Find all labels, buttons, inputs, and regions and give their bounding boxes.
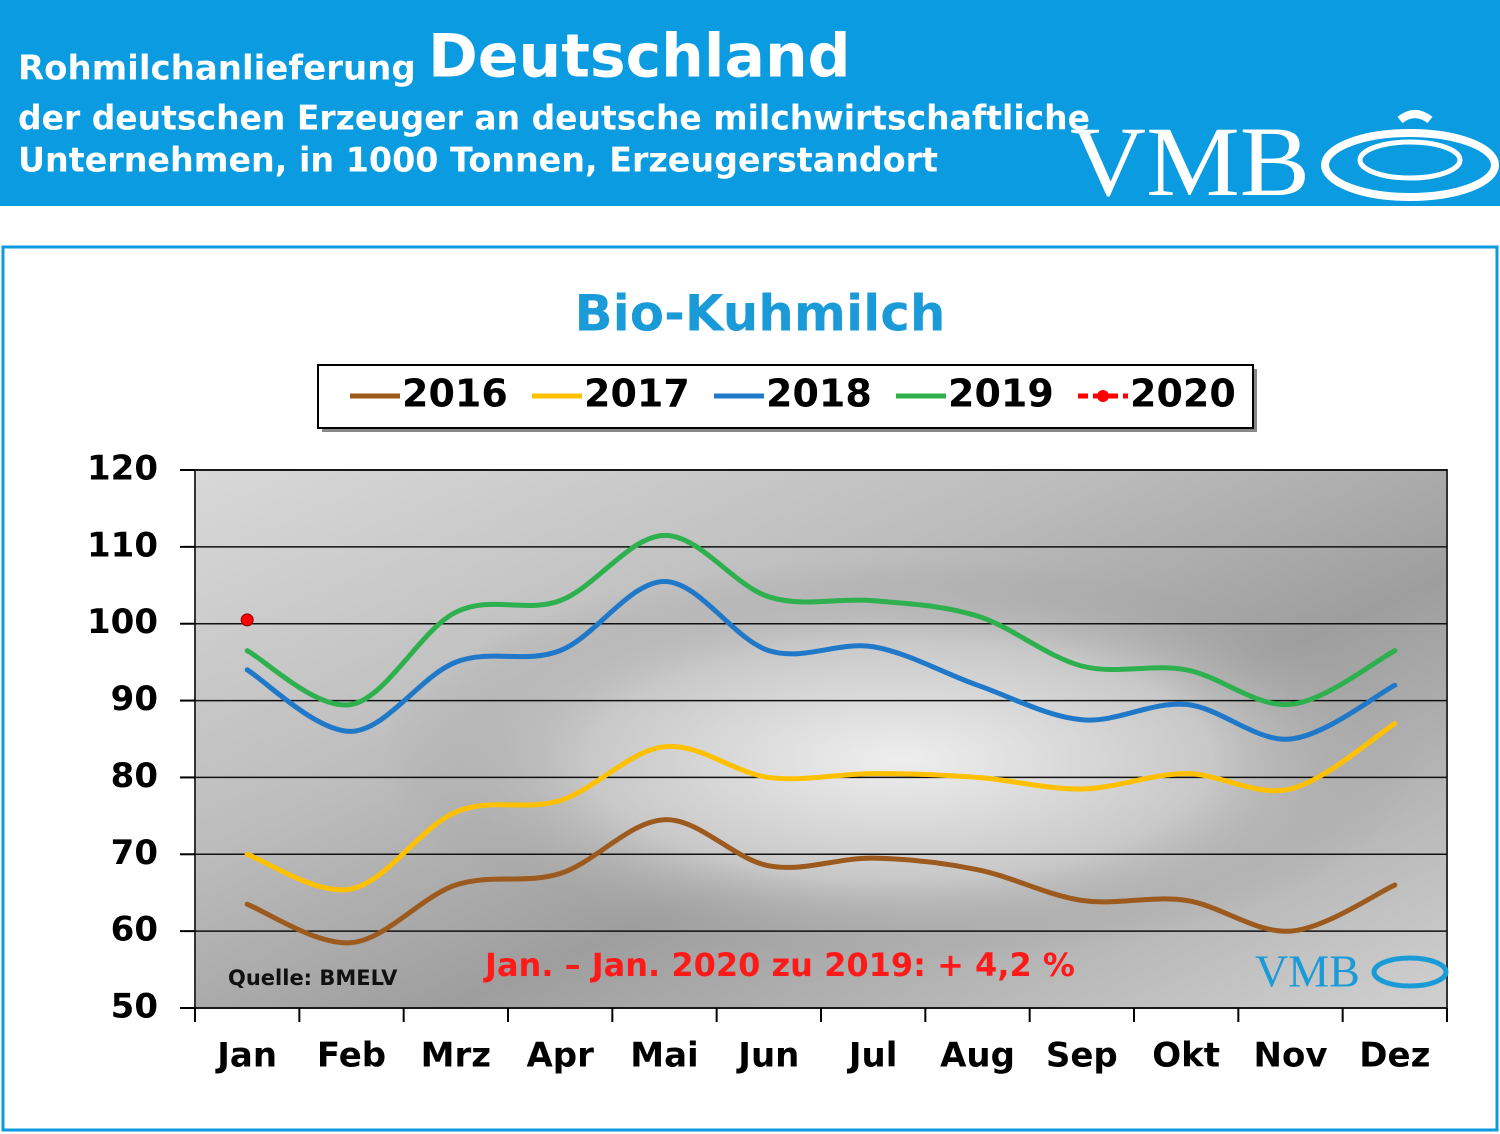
- x-tick-label: Mai: [630, 1036, 698, 1076]
- x-tick-label: Dez: [1359, 1036, 1430, 1076]
- x-tick-label: Mrz: [421, 1036, 491, 1076]
- legend-label: 2017: [584, 372, 690, 416]
- source-note: Quelle: BMELV: [228, 966, 398, 990]
- y-tick-label: 60: [111, 910, 158, 950]
- y-tick-label: 100: [87, 602, 158, 642]
- y-tick-label: 70: [111, 833, 158, 873]
- chart-title: Bio-Kuhmilch: [574, 285, 945, 343]
- x-tick-label: Okt: [1152, 1036, 1220, 1076]
- series-line: [244, 532, 1398, 708]
- plot-logo: VMB: [1255, 946, 1360, 997]
- y-tick-label: 120: [87, 449, 158, 489]
- x-tick-label: Jul: [847, 1036, 898, 1076]
- header-subtitle: Unternehmen, in 1000 Tonnen, Erzeugersta…: [18, 141, 938, 181]
- series-line: [244, 817, 1398, 946]
- header-band: [0, 0, 1500, 206]
- series-line: [244, 578, 1398, 742]
- y-tick-label: 80: [111, 756, 158, 796]
- x-tick-label: Sep: [1046, 1036, 1118, 1076]
- legend-label: 2016: [402, 372, 508, 416]
- y-tick-label: 110: [87, 525, 158, 565]
- x-tick-label: Feb: [317, 1036, 386, 1076]
- annotation: Jan. – Jan. 2020 zu 2019: + 4,2 %: [483, 946, 1075, 984]
- header-subtitle: der deutschen Erzeuger an deutsche milch…: [18, 99, 1090, 139]
- logo-swoosh: [1321, 110, 1499, 201]
- plot-image: [380, 560, 1420, 960]
- legend-marker: [1097, 390, 1109, 402]
- x-tick-label: Jun: [736, 1036, 799, 1076]
- x-tick-label: Apr: [526, 1036, 594, 1076]
- x-tick-label: Nov: [1254, 1036, 1328, 1076]
- legend-label: 2020: [1130, 372, 1236, 416]
- x-tick-label: Aug: [940, 1036, 1015, 1076]
- legend-label: 2019: [948, 372, 1054, 416]
- legend-label: 2018: [766, 372, 872, 416]
- x-tick-label: Jan: [215, 1036, 277, 1076]
- header-title: Deutschland: [428, 22, 851, 92]
- logo: VMB: [1070, 106, 1310, 217]
- plot-logo-swoosh: [1371, 955, 1449, 989]
- series-line: [244, 721, 1398, 893]
- series-marker: [240, 613, 254, 627]
- y-tick-label: 90: [111, 679, 158, 719]
- header-title-prefix: Rohmilchanlieferung: [18, 49, 416, 89]
- y-tick-label: 50: [111, 987, 158, 1027]
